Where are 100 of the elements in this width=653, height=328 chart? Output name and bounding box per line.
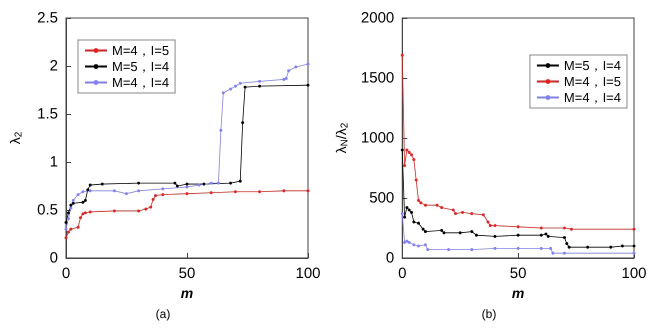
y-tick-label: 2 — [50, 58, 58, 74]
point — [64, 220, 68, 224]
point — [442, 231, 446, 234]
point — [470, 212, 474, 216]
point — [258, 190, 262, 194]
point — [412, 220, 416, 224]
point — [125, 192, 128, 196]
text: (a) — [156, 307, 170, 321]
y-tick-label: 1000 — [360, 130, 394, 146]
point — [66, 211, 70, 214]
x-tick-label: 0 — [398, 265, 406, 282]
y-axis-title: λN/λ2 — [333, 122, 350, 154]
point — [287, 69, 290, 72]
point — [81, 190, 84, 194]
point — [454, 212, 458, 216]
point — [562, 252, 566, 255]
point — [410, 153, 414, 156]
point — [154, 194, 158, 198]
point — [100, 182, 104, 186]
point — [186, 192, 188, 196]
point — [112, 189, 116, 192]
point — [258, 84, 262, 88]
point — [284, 76, 288, 80]
line-series — [400, 148, 636, 249]
point — [161, 193, 164, 196]
point — [412, 243, 416, 246]
point — [410, 210, 414, 214]
point — [72, 198, 75, 202]
point — [282, 78, 286, 81]
point — [408, 208, 411, 212]
point — [176, 184, 179, 188]
x-axis-title: m — [512, 284, 524, 301]
point — [488, 224, 492, 228]
point — [76, 226, 80, 229]
point — [161, 187, 164, 190]
point — [440, 206, 444, 210]
point — [544, 232, 548, 236]
point — [620, 244, 624, 248]
point — [424, 243, 427, 246]
point — [632, 244, 636, 248]
point — [586, 246, 590, 249]
point — [609, 246, 612, 249]
point — [516, 225, 520, 228]
point — [474, 234, 478, 237]
y-tick-label: 500 — [369, 190, 394, 206]
point — [306, 62, 310, 66]
point — [562, 226, 566, 230]
point — [186, 182, 188, 186]
point — [186, 185, 188, 188]
point — [72, 202, 75, 205]
point — [412, 158, 416, 162]
point — [69, 206, 72, 210]
point — [222, 91, 225, 94]
legend-label: M=4，I=4 — [112, 75, 170, 90]
y-tick-label: 2.5 — [37, 10, 58, 26]
point — [452, 208, 455, 212]
point — [198, 184, 201, 187]
point — [447, 248, 450, 252]
point — [137, 209, 140, 212]
point — [405, 148, 408, 152]
point — [540, 246, 543, 250]
point — [405, 206, 408, 210]
y-axis-title: λ2 — [7, 131, 24, 144]
y-tick-label: 0 — [386, 250, 394, 266]
x-tick-label: 0 — [62, 265, 70, 282]
point — [493, 246, 496, 250]
y-tick-label: 1500 — [360, 70, 394, 86]
y-tick-label: 1 — [50, 154, 58, 170]
point — [238, 82, 242, 85]
point — [400, 148, 404, 152]
point — [244, 86, 247, 89]
point — [565, 242, 568, 246]
point — [470, 230, 474, 234]
point — [137, 189, 140, 192]
point — [79, 216, 82, 220]
line-series — [400, 212, 636, 255]
point — [568, 246, 571, 249]
point — [64, 236, 68, 240]
point — [516, 246, 520, 250]
point — [88, 189, 92, 192]
point — [458, 231, 462, 234]
x-tick-label: 50 — [510, 265, 526, 282]
point — [540, 234, 543, 237]
line-series — [64, 189, 310, 240]
point — [64, 228, 68, 231]
point — [306, 84, 310, 87]
point — [229, 88, 232, 91]
point — [632, 252, 636, 255]
legend-label: M=5，I=4 — [564, 58, 622, 73]
point — [306, 189, 310, 192]
x-axis-title: m — [180, 284, 194, 301]
point — [403, 216, 406, 219]
point — [403, 164, 406, 168]
point — [424, 230, 427, 234]
point — [219, 128, 222, 132]
x-tick-label: 100 — [621, 265, 647, 282]
point — [400, 212, 404, 216]
line-series — [400, 54, 636, 231]
point — [66, 230, 70, 234]
point — [424, 204, 427, 207]
